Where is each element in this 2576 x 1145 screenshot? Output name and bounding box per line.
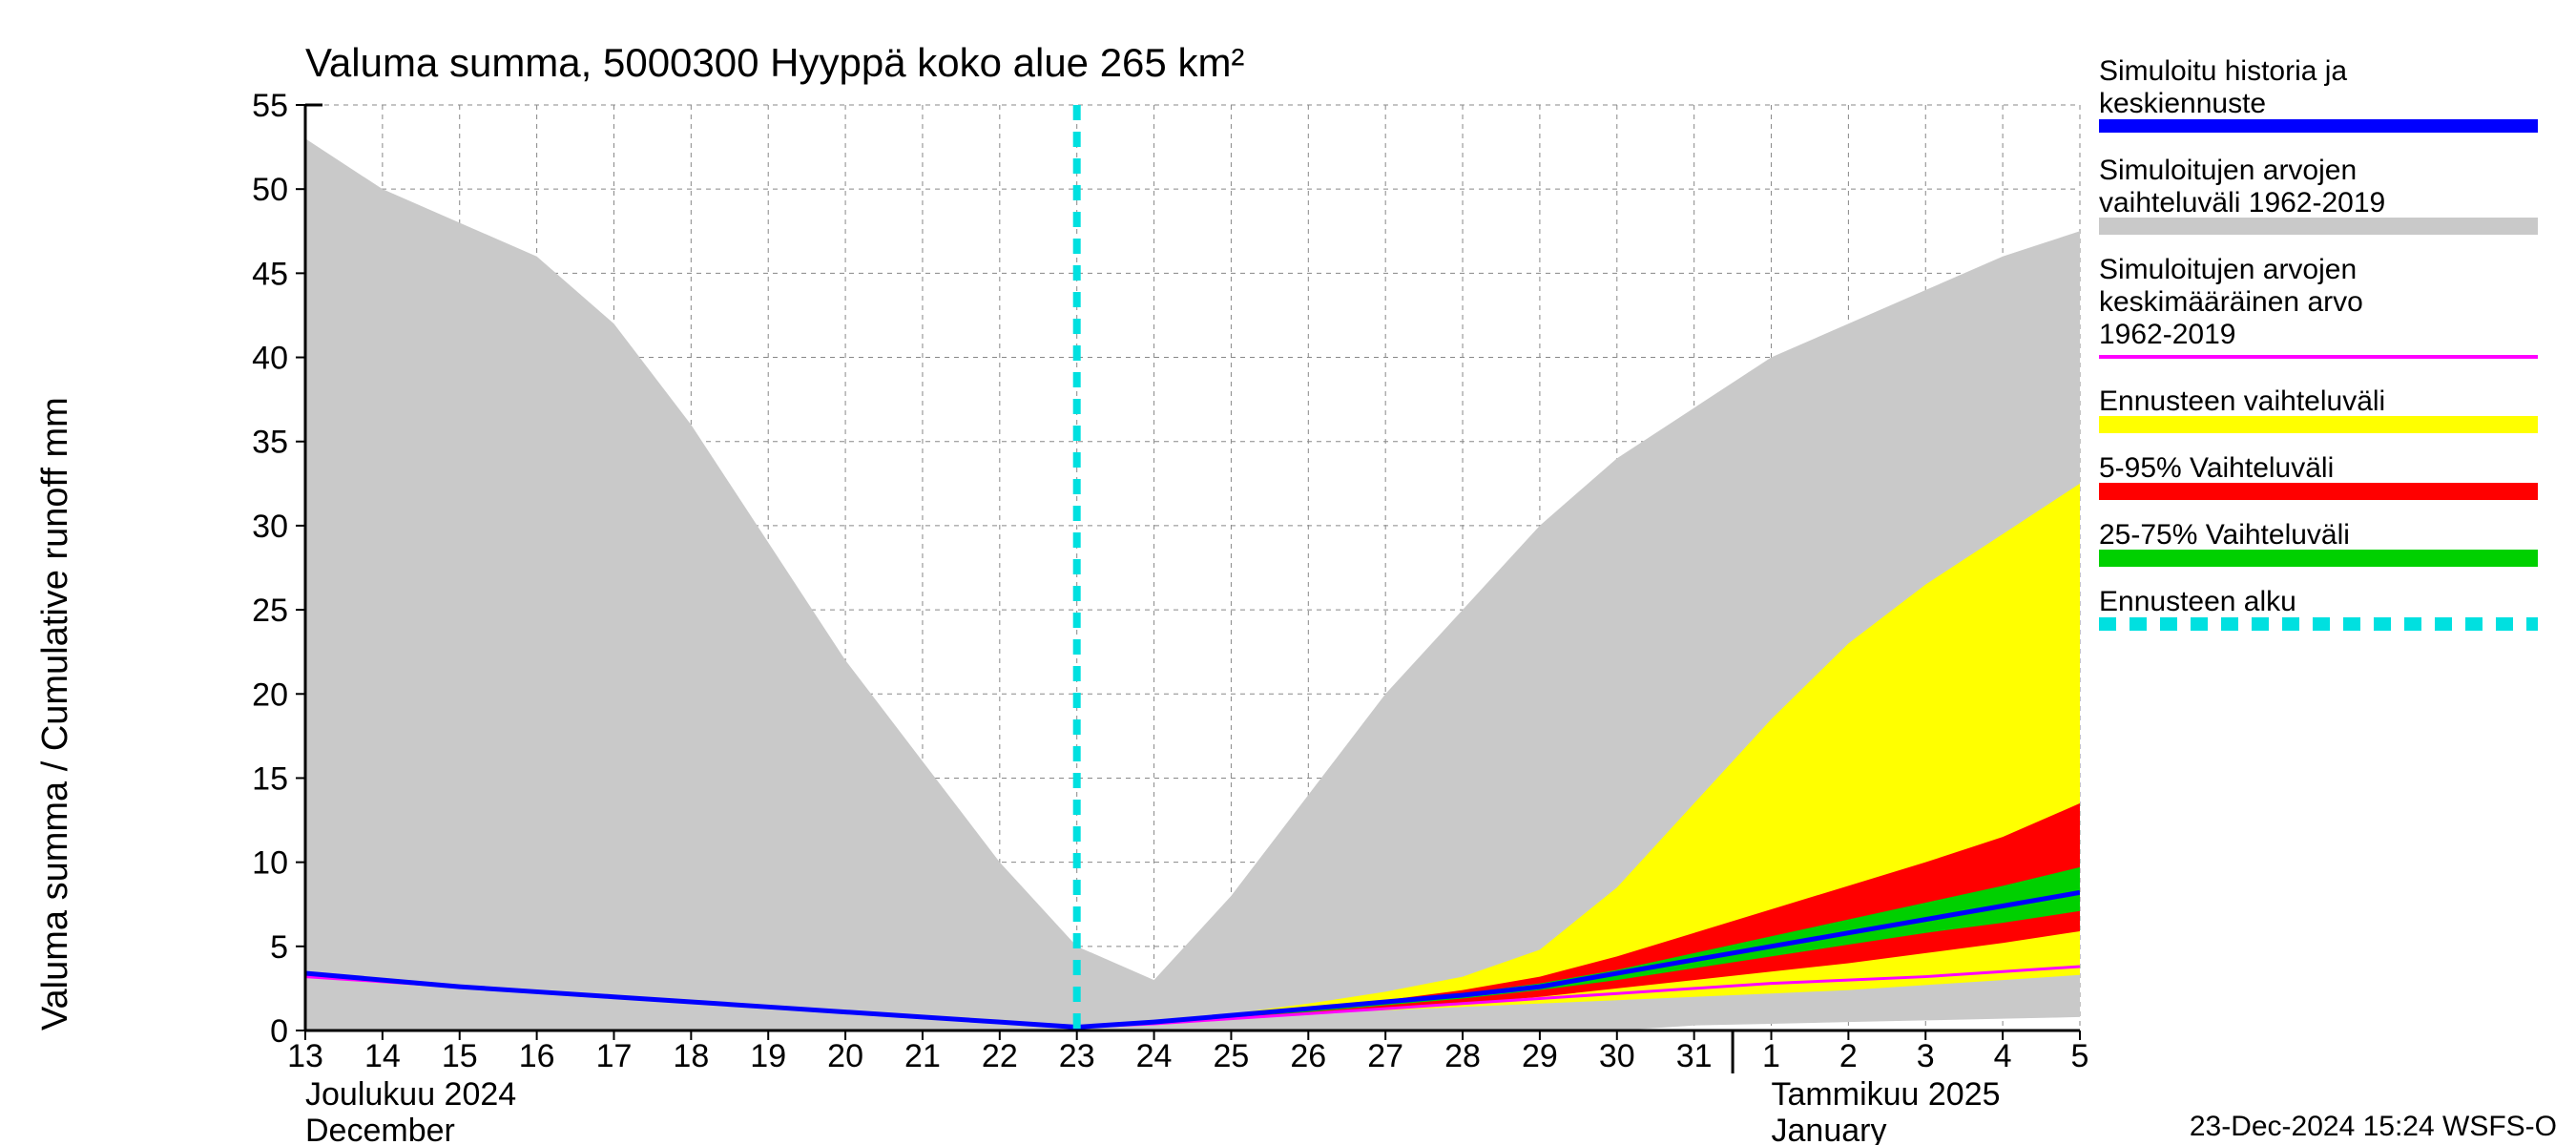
legend-swatch (2099, 218, 2538, 235)
month-label-left-2: December (305, 1113, 455, 1145)
chart-container: 0510152025303540455055131415161718192021… (0, 0, 2576, 1145)
x-tick-label: 28 (1444, 1038, 1481, 1074)
legend-label: vaihteluväli 1962-2019 (2099, 187, 2385, 219)
x-tick-label: 26 (1290, 1038, 1326, 1074)
y-tick-label: 50 (252, 172, 288, 208)
legend-label: 25-75% Vaihteluväli (2099, 519, 2350, 551)
month-label-left-1: Joulukuu 2024 (305, 1076, 516, 1113)
x-tick-label: 22 (982, 1038, 1018, 1074)
legend-label: Simuloitujen arvojen (2099, 254, 2357, 285)
y-axis-label: Valuma summa / Cumulative runoff mm (35, 397, 75, 1030)
y-tick-label: 55 (252, 88, 288, 124)
x-tick-label: 23 (1059, 1038, 1095, 1074)
y-tick-label: 40 (252, 341, 288, 377)
x-tick-label: 25 (1214, 1038, 1250, 1074)
x-tick-label: 13 (287, 1038, 323, 1074)
y-tick-label: 30 (252, 509, 288, 545)
y-tick-label: 20 (252, 677, 288, 713)
x-tick-label: 24 (1136, 1038, 1173, 1074)
x-tick-label: 5 (2071, 1038, 2089, 1074)
x-tick-label: 16 (519, 1038, 555, 1074)
x-tick-label: 15 (442, 1038, 478, 1074)
x-tick-label: 30 (1599, 1038, 1635, 1074)
chart-svg: 0510152025303540455055131415161718192021… (0, 0, 2576, 1145)
x-tick-label: 29 (1522, 1038, 1558, 1074)
month-label-right-2: January (1772, 1113, 1887, 1145)
x-tick-label: 21 (904, 1038, 941, 1074)
footer-text: 23-Dec-2024 15:24 WSFS-O (2190, 1111, 2557, 1142)
x-tick-label: 31 (1676, 1038, 1713, 1074)
x-tick-label: 17 (596, 1038, 633, 1074)
y-tick-label: 15 (252, 760, 288, 797)
y-tick-label: 5 (270, 929, 288, 966)
legend-label: Simuloitu historia ja (2099, 55, 2347, 87)
x-tick-label: 3 (1917, 1038, 1935, 1074)
x-tick-label: 20 (827, 1038, 863, 1074)
legend-swatch (2099, 416, 2538, 433)
y-tick-label: 45 (252, 256, 288, 292)
y-tick-label: 10 (252, 845, 288, 882)
y-tick-label: 25 (252, 593, 288, 629)
x-tick-label: 19 (750, 1038, 786, 1074)
x-tick-label: 18 (673, 1038, 709, 1074)
legend-label: 1962-2019 (2099, 319, 2235, 350)
month-label-right-1: Tammikuu 2025 (1772, 1076, 2001, 1113)
legend-label: 5-95% Vaihteluväli (2099, 452, 2334, 484)
x-tick-label: 1 (1762, 1038, 1780, 1074)
legend-swatch (2099, 550, 2538, 567)
chart-title: Valuma summa, 5000300 Hyyppä koko alue 2… (305, 40, 1244, 85)
legend-swatch (2099, 483, 2538, 500)
y-tick-label: 35 (252, 425, 288, 461)
legend-label: Ennusteen alku (2099, 586, 2296, 617)
x-tick-label: 27 (1367, 1038, 1403, 1074)
x-tick-label: 2 (1839, 1038, 1858, 1074)
y-tick-label: 0 (270, 1013, 288, 1050)
x-tick-label: 14 (364, 1038, 401, 1074)
legend-label: keskimääräinen arvo (2099, 286, 2363, 318)
x-tick-label: 4 (1994, 1038, 2012, 1074)
legend-label: Ennusteen vaihteluväli (2099, 385, 2385, 417)
legend-label: Simuloitujen arvojen (2099, 155, 2357, 186)
legend-label: keskiennuste (2099, 88, 2266, 119)
